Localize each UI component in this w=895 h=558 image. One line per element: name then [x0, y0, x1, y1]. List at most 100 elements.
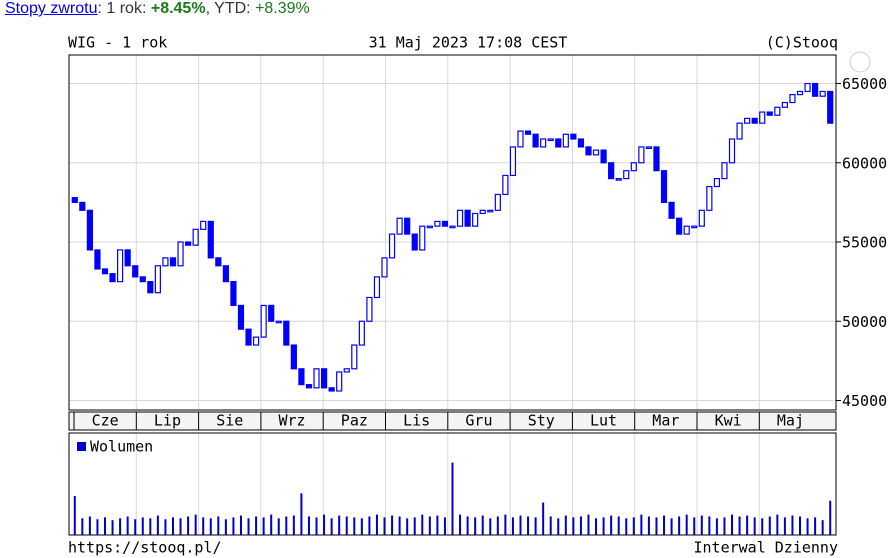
volume-bar — [81, 518, 84, 535]
candle — [192, 228, 199, 246]
volume-bar — [693, 517, 696, 535]
candle — [630, 162, 637, 172]
share-icon[interactable] — [849, 51, 871, 73]
volume-bar — [655, 517, 658, 535]
volume-bar — [451, 462, 454, 535]
candle — [366, 296, 373, 322]
candle — [237, 304, 245, 330]
volume-bar — [602, 517, 605, 535]
candle — [562, 133, 569, 148]
candle — [683, 225, 690, 235]
volume-bar — [413, 517, 416, 535]
volume-bar — [368, 516, 371, 535]
candle — [570, 133, 577, 140]
volume-bar — [799, 516, 802, 535]
candle — [713, 178, 721, 188]
volume-bar — [459, 514, 462, 535]
volume-bar — [504, 514, 507, 535]
candle — [283, 320, 290, 346]
candle — [290, 344, 297, 370]
volume-bar — [474, 517, 477, 535]
volume-bar — [156, 515, 159, 535]
candle — [298, 368, 305, 386]
y-tick-label: 55000 — [842, 234, 887, 252]
candle — [252, 336, 260, 346]
volume-bar — [315, 517, 318, 535]
volume-bar — [247, 518, 250, 535]
volume-bar — [746, 515, 749, 535]
candle — [154, 265, 161, 294]
candle — [706, 185, 713, 211]
candle — [759, 111, 766, 124]
candle — [827, 90, 834, 124]
volume-bar — [126, 516, 129, 535]
returns-link[interactable]: Stopy zwrotu — [5, 0, 98, 17]
candle — [313, 368, 320, 389]
volume-bar — [489, 518, 492, 535]
footer-interval: Interwal Dzienny — [694, 539, 839, 557]
candle — [411, 233, 418, 251]
volume-bar — [383, 517, 386, 535]
candle — [494, 193, 501, 211]
x-tick-label: Gru — [465, 412, 492, 430]
volume-bar — [277, 518, 280, 535]
volume-bar — [330, 518, 333, 535]
volume-bar — [285, 516, 288, 535]
candle — [728, 138, 736, 164]
volume-bar — [663, 515, 666, 535]
volume-bar — [647, 516, 650, 535]
candle — [343, 368, 350, 373]
candle — [781, 101, 788, 108]
volume-bar — [345, 516, 348, 535]
candle — [381, 257, 388, 278]
candle — [653, 146, 660, 172]
volume-bar — [323, 514, 326, 535]
candle — [207, 220, 214, 259]
candle — [600, 149, 607, 164]
volume-bar — [617, 516, 620, 535]
candle — [487, 209, 494, 213]
timestamp: 31 Maj 2023 17:08 CEST — [369, 34, 568, 52]
candle — [177, 241, 184, 267]
volume-bar — [270, 514, 273, 535]
volume-bar — [534, 517, 537, 535]
candle — [230, 281, 237, 307]
volume-bar — [776, 514, 779, 535]
volume-bar — [421, 514, 424, 535]
volume-bar — [179, 518, 182, 535]
volume-bar — [768, 516, 771, 535]
x-tick-label: Lis — [403, 412, 430, 430]
volume-bar — [564, 515, 567, 535]
value: +8.45% — [150, 0, 206, 17]
candle — [101, 268, 109, 275]
candle — [812, 82, 819, 97]
candle — [456, 209, 464, 227]
volume-bar — [292, 515, 295, 535]
volume-bar — [73, 496, 76, 535]
candle — [139, 276, 146, 283]
volume-bar — [239, 515, 242, 535]
volume-bar — [119, 518, 122, 535]
candle — [124, 249, 131, 267]
candle — [464, 209, 471, 227]
price-frame — [68, 54, 837, 411]
volume-bar — [481, 515, 484, 535]
candle — [645, 146, 653, 150]
volume-bar — [171, 517, 174, 535]
candle — [721, 162, 728, 180]
copyright: (C)Stooq — [766, 34, 838, 52]
volume-bar — [595, 518, 598, 535]
candle — [449, 225, 456, 229]
legend-label: Wolumen — [90, 438, 153, 456]
candle — [117, 249, 124, 283]
volume-bar — [821, 520, 824, 535]
x-tick-label: Sie — [216, 412, 243, 430]
volume-bar — [549, 516, 552, 535]
volume-bar — [255, 516, 258, 535]
x-tick-label: Wrz — [279, 412, 306, 430]
volume-bar — [149, 518, 152, 535]
volume-bar — [224, 519, 227, 535]
volume-bar — [632, 517, 635, 535]
candle — [132, 265, 139, 278]
